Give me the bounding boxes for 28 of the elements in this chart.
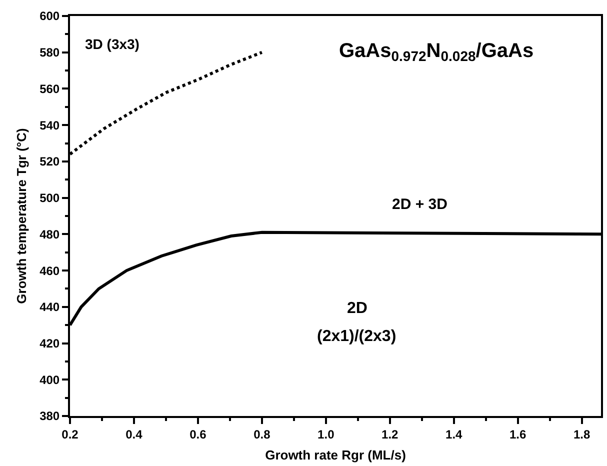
- y-tick-label: 540: [40, 118, 60, 132]
- x-tick-label: 1.6: [509, 427, 526, 442]
- x-tick-label: 0.8: [254, 427, 271, 442]
- x-tick-label: 1.8: [573, 427, 590, 442]
- y-tick-label: 520: [40, 154, 60, 169]
- y-tick-label: 460: [40, 264, 60, 278]
- x-axis-title: Growth rate Rgr (ML/s): [265, 448, 406, 462]
- y-tick-label: 380: [40, 409, 60, 424]
- annotation: (2x1)/(2x3): [317, 328, 396, 345]
- y-tick-label: 420: [40, 336, 60, 350]
- x-tick-label: 0.2: [62, 427, 79, 442]
- x-tick-label: 1.0: [318, 427, 335, 442]
- x-tick-label: 1.4: [446, 427, 463, 442]
- y-axis-title: Growth temperature Tgr (°C): [14, 128, 30, 304]
- annotation: GaAs$_{0.972}$N$_{0.028}$/GaAs: [339, 40, 534, 64]
- annotation: 2D + 3D: [392, 196, 448, 213]
- x-tick-label: 1.2: [382, 427, 399, 442]
- x-tick-label: 0.4: [126, 427, 143, 442]
- x-tick-label: 0.6: [190, 427, 207, 442]
- y-tick-label: 580: [40, 46, 60, 60]
- y-tick-label: 500: [40, 191, 60, 206]
- y-tick-label: 600: [40, 9, 60, 24]
- annotation: 3D (3x3): [85, 36, 140, 52]
- annotation: 2D: [347, 300, 368, 317]
- y-tick-label: 440: [40, 300, 60, 314]
- y-tick-label: 480: [40, 227, 60, 242]
- y-tick-label: 560: [40, 82, 60, 96]
- y-tick-label: 400: [40, 372, 60, 387]
